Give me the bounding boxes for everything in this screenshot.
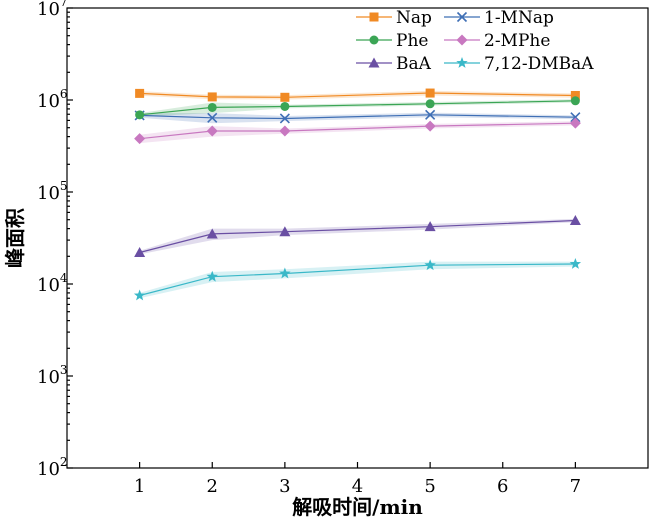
point-nap — [207, 92, 217, 102]
point-nap — [280, 92, 290, 102]
legend-label-7-12-dmbaa: 7,12-DMBaA — [484, 54, 594, 74]
point-1-mnap — [570, 112, 581, 123]
legend-label-baa: BaA — [396, 54, 432, 74]
plot-frame — [66, 7, 649, 469]
legend-marker-2-mphe — [456, 34, 468, 46]
y-axis-title: 峰面积 — [3, 208, 27, 268]
point-phe — [425, 99, 435, 109]
point-7-12-dmbaa — [133, 289, 146, 301]
point-7-12-dmbaa — [424, 259, 436, 271]
point-phe — [570, 96, 580, 106]
point-2-mphe — [134, 133, 146, 145]
legend-label-2-mphe: 2-MPhe — [484, 31, 550, 51]
y-tick-label: 107 — [37, 0, 68, 20]
legend-label-nap: Nap — [396, 8, 432, 28]
y-tick-label: 103 — [37, 363, 68, 388]
point-baa — [134, 246, 146, 257]
axes: 1 2 3 4 5 6 7 102 103 104 105 106 107 — [37, 0, 649, 497]
band-baa — [139, 218, 576, 255]
legend-marker-baa — [368, 57, 380, 68]
y-tick-label: 105 — [37, 179, 68, 204]
x-tick-label: 5 — [424, 476, 435, 497]
point-2-mphe — [279, 125, 291, 137]
x-tick-label: 2 — [207, 476, 218, 497]
point-phe — [280, 101, 290, 111]
x-tick-label: 4 — [352, 476, 363, 497]
point-baa — [424, 221, 436, 232]
point-nap — [425, 88, 435, 98]
y-tick-label: 104 — [37, 271, 68, 296]
legend-marker-nap — [369, 12, 379, 22]
point-phe — [135, 110, 145, 120]
point-2-mphe — [424, 120, 436, 132]
point-baa — [279, 226, 291, 237]
point-baa — [206, 228, 218, 239]
point-7-12-dmbaa — [206, 270, 218, 282]
legend-marker-phe — [369, 35, 379, 45]
band-2-mphe — [139, 121, 576, 144]
legend-label-1-mnap: 1-MNap — [484, 8, 554, 28]
legend: Nap Phe BaA 1-MNap 2-MPhe 7,12-DMBaA — [356, 8, 594, 74]
point-1-mnap — [425, 109, 436, 120]
y-tick-label: 102 — [37, 455, 68, 480]
x-tick-label: 6 — [497, 476, 508, 497]
point-2-mphe — [569, 117, 581, 129]
x-axis-title: 解吸时间/min — [292, 495, 423, 518]
point-phe — [207, 102, 217, 112]
point-1-mnap — [207, 112, 218, 123]
legend-label-phe: Phe — [396, 31, 428, 51]
series-markers — [133, 88, 582, 301]
point-baa — [569, 215, 581, 226]
band-7-12-dmbaa — [139, 261, 576, 299]
point-7-12-dmbaa — [279, 267, 291, 279]
legend-marker-1-mnap — [456, 11, 468, 23]
point-2-mphe — [206, 125, 218, 137]
y-tick-label: 106 — [37, 87, 68, 112]
error-bands — [139, 90, 576, 299]
point-7-12-dmbaa — [569, 257, 582, 269]
point-nap — [135, 88, 145, 98]
x-tick-label: 1 — [134, 476, 145, 497]
x-tick-label: 3 — [279, 476, 290, 497]
point-nap — [570, 90, 580, 100]
point-1-mnap — [279, 113, 290, 124]
x-tick-label: 7 — [570, 476, 581, 497]
legend-marker-7-12-dmbaa — [456, 57, 468, 68]
